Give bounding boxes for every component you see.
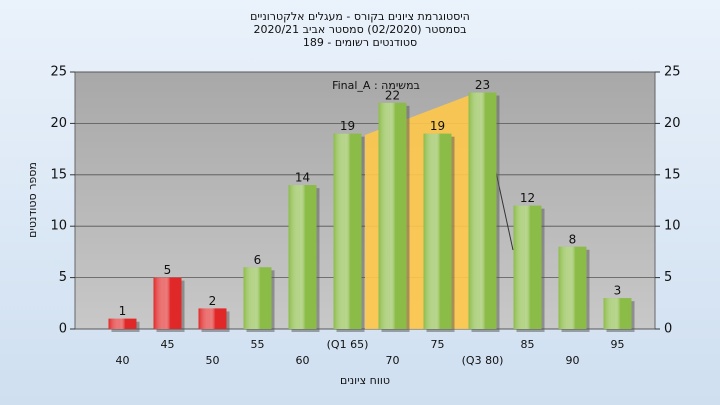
bar-shine xyxy=(513,205,542,329)
value-label: 12 xyxy=(520,191,535,205)
bar-shine xyxy=(558,246,587,329)
y-tick-label: 10 xyxy=(50,219,67,234)
y-axis-label: מספר סטודנטים xyxy=(26,162,39,238)
x-tick-label: 75 xyxy=(431,338,445,351)
bar-shine xyxy=(108,318,137,329)
y2-tick-label: 25 xyxy=(664,65,681,80)
y-tick-label: 20 xyxy=(50,116,67,131)
chart-title: היסטוגרמת ציונים בקורס - מעגלים אלקטרוני… xyxy=(250,10,470,23)
y2-tick-label: 0 xyxy=(664,322,672,337)
bar-shine xyxy=(333,133,362,329)
bar-shine xyxy=(603,298,632,329)
y-tick-label: 0 xyxy=(59,322,67,337)
y2-tick-label: 10 xyxy=(664,219,681,234)
x-tick-label: 55 xyxy=(251,338,265,351)
x-tick-label: 50 xyxy=(206,354,220,367)
value-label: 14 xyxy=(295,171,310,185)
x-tick-label: 40 xyxy=(116,354,130,367)
value-label: 19 xyxy=(340,119,355,133)
chart-subtitle: סטודנטים רשומים - 189 xyxy=(303,36,417,49)
value-label: 19 xyxy=(430,119,445,133)
bar-shine xyxy=(153,277,182,329)
x-tick-label: 70 xyxy=(386,354,400,367)
x-tick-label: 90 xyxy=(566,354,580,367)
bar-shine xyxy=(378,102,407,329)
x-tick-label: 85 xyxy=(521,338,535,351)
value-label: 5 xyxy=(164,263,172,277)
x-tick-label: (Q3 80) xyxy=(462,354,504,367)
y2-tick-label: 15 xyxy=(664,167,681,182)
x-axis-label: טווח ציונים xyxy=(340,374,390,387)
y2-tick-label: 20 xyxy=(664,116,681,131)
value-label: 3 xyxy=(614,284,622,298)
value-label: 8 xyxy=(569,232,577,246)
value-label: 6 xyxy=(254,253,262,267)
y-tick-label: 5 xyxy=(59,270,67,285)
x-tick-label: (Q1 65) xyxy=(327,338,369,351)
y-tick-label: 15 xyxy=(50,167,67,182)
bar-shine xyxy=(243,267,272,329)
bar-shine xyxy=(198,308,227,329)
value-label: 1 xyxy=(119,304,127,318)
value-label: 2 xyxy=(209,294,217,308)
chart-subtitle: בסמסטר (02/2020) סמסטר אביב 2020/21 xyxy=(253,23,466,36)
bar-shine xyxy=(288,185,317,329)
x-tick-label: 60 xyxy=(296,354,310,367)
y2-tick-label: 5 xyxy=(664,270,672,285)
value-label: 23 xyxy=(475,78,490,92)
x-tick-label: 45 xyxy=(161,338,175,351)
x-tick-label: 95 xyxy=(611,338,625,351)
bar-shine xyxy=(423,133,452,329)
bar-shine xyxy=(468,92,497,329)
y-tick-label: 25 xyxy=(50,65,67,80)
annotation: במשימה : Final_A xyxy=(332,79,420,92)
value-label: 22 xyxy=(385,88,400,102)
